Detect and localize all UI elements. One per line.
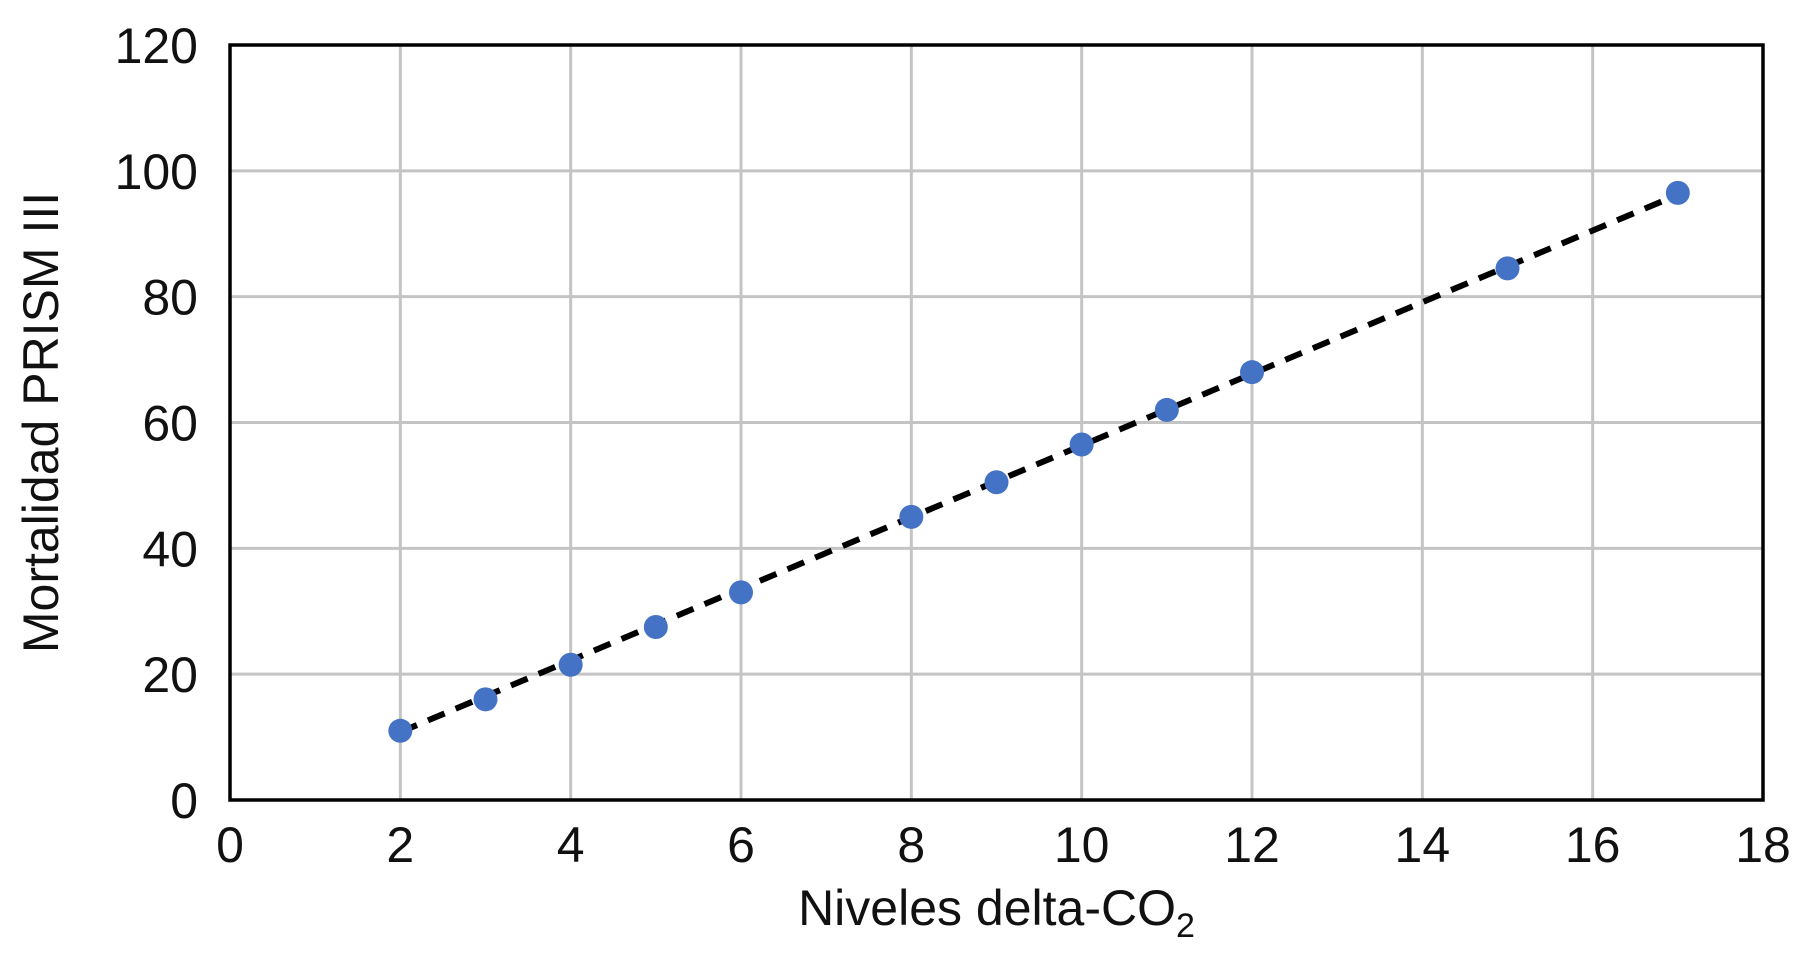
x-tick-label: 16 [1565, 817, 1621, 873]
data-point [388, 718, 413, 743]
x-tick-label: 12 [1224, 817, 1280, 873]
y-tick-label: 60 [142, 396, 198, 452]
x-tick-label: 6 [727, 817, 755, 873]
y-tick-label: 0 [170, 773, 198, 829]
y-axis-title: Mortalidad PRISM III [13, 192, 69, 653]
data-points [388, 180, 1690, 743]
y-tick-label: 80 [142, 270, 198, 326]
x-tick-label: 18 [1735, 817, 1791, 873]
trendline [399, 191, 1679, 735]
x-tick-label: 2 [386, 817, 414, 873]
x-tick-label: 10 [1054, 817, 1110, 873]
x-axis-title-subscript: 2 [1176, 907, 1195, 945]
data-point [899, 504, 924, 529]
x-tick-label: 14 [1395, 817, 1451, 873]
data-point [1154, 397, 1179, 422]
x-tick-label: 8 [897, 817, 925, 873]
plot-frame [228, 43, 1765, 802]
data-point [984, 470, 1009, 495]
y-tick-label: 20 [142, 647, 198, 703]
x-tick-label: 0 [216, 817, 244, 873]
data-point [473, 687, 498, 712]
data-point [1665, 180, 1690, 205]
y-tick-label: 120 [115, 18, 198, 74]
data-point [1240, 360, 1264, 385]
x-axis-ticks: 0 2 4 6 8 10 12 14 16 18 [216, 817, 1791, 873]
x-axis-title-main: Niveles delta-CO [798, 880, 1176, 936]
y-tick-label: 100 [115, 144, 198, 200]
y-axis-ticks: 0 20 40 60 80 100 120 [115, 18, 198, 829]
data-point [1069, 432, 1094, 457]
trendline-layer [399, 191, 1679, 735]
x-tick-label: 4 [557, 817, 585, 873]
data-point [1495, 256, 1520, 281]
y-tick-label: 40 [142, 521, 198, 577]
data-point [643, 614, 668, 639]
data-point [729, 580, 753, 605]
data-point [558, 652, 583, 677]
x-axis-title: Niveles delta-CO2 [798, 880, 1195, 945]
grid-lines [228, 43, 1765, 802]
